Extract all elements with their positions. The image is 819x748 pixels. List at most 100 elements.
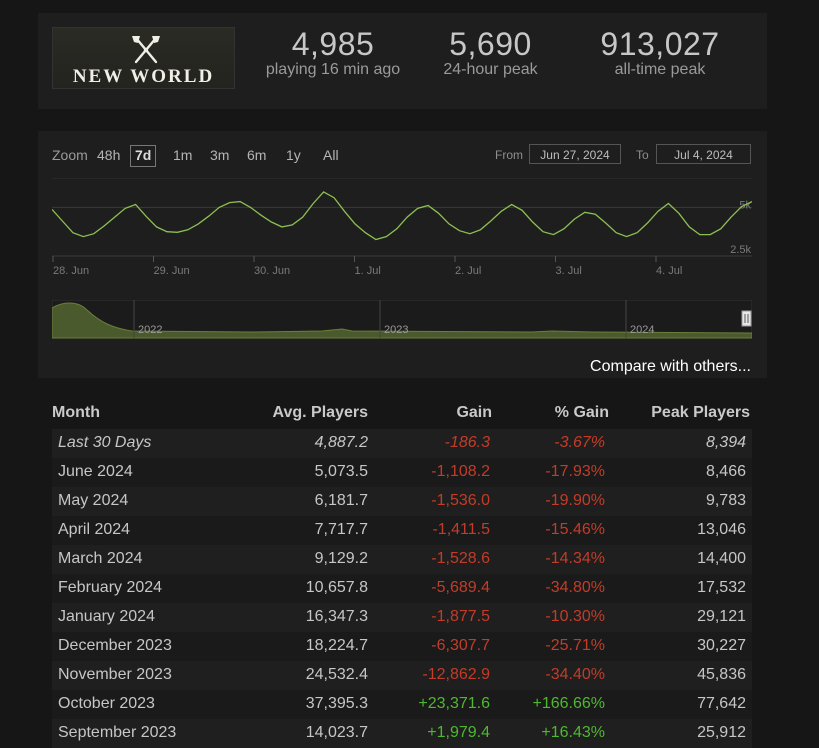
x-tick-label: 3. Jul: [556, 265, 582, 277]
peak-players-cell: 45,836: [697, 666, 746, 683]
header-pct-gain[interactable]: % Gain: [554, 404, 609, 421]
pct-gain-cell: -10.30%: [545, 608, 605, 625]
table-row: April 2024 7,717.7 -1,411.5 -15.46% 13,046: [52, 516, 752, 545]
alltime-peak-label: all-time peak: [614, 61, 706, 78]
month-cell: April 2024: [58, 521, 131, 538]
alltime-peak-stat: 913,027 all-time peak: [586, 27, 734, 79]
peak-players-cell: 17,532: [697, 579, 746, 596]
game-logo[interactable]: NEW WORLD: [52, 27, 235, 89]
navigator-area: [52, 302, 752, 339]
to-label: To: [636, 148, 649, 162]
pct-gain-cell: -15.46%: [545, 521, 605, 538]
header-gain[interactable]: Gain: [456, 404, 492, 421]
current-players-value: 4,985: [291, 26, 375, 62]
navigator-handle[interactable]: [741, 310, 752, 327]
x-tick-label: 30. Jun: [254, 265, 290, 277]
gain-cell: -1,108.2: [431, 463, 490, 480]
peak-players-cell: 30,227: [697, 637, 746, 654]
avg-players-cell: 4,887.2: [314, 434, 368, 451]
peak-players-cell: 8,394: [705, 434, 746, 451]
zoom-3m-button[interactable]: 3m: [210, 147, 230, 163]
table-row: September 2023 14,023.7 +1,979.4 +16.43% 25,…: [52, 719, 752, 748]
pct-gain-cell: -34.80%: [545, 579, 605, 596]
gain-cell: -1,536.0: [431, 492, 490, 509]
navigator-tick-label: 2022: [138, 324, 162, 336]
month-cell: May 2024: [58, 492, 129, 509]
gain-cell: -1,411.5: [432, 521, 490, 538]
avg-players-cell: 24,532.4: [305, 666, 368, 683]
avg-players-cell: 7,717.7: [314, 521, 368, 538]
table-row: Last 30 Days 4,887.2 -186.3 -3.67% 8,394: [52, 429, 752, 458]
gain-cell: -186.3: [444, 434, 490, 451]
peak-24h-value: 5,690: [449, 26, 532, 62]
peak-players-cell: 13,046: [697, 521, 746, 538]
from-label: From: [495, 148, 523, 162]
month-cell: June 2024: [58, 463, 133, 480]
gain-cell: -6,307.7: [431, 637, 490, 654]
gain-cell: -5,689.4: [431, 579, 490, 596]
table-row: January 2024 16,347.3 -1,877.5 -10.30% 29,12…: [52, 603, 752, 632]
pct-gain-cell: -17.93%: [545, 463, 605, 480]
player-series-line[interactable]: [52, 191, 752, 241]
logo-wordmark: NEW WORLD: [72, 66, 215, 87]
y-tick-label: 5k: [739, 199, 751, 211]
avg-players-cell: 6,181.7: [314, 492, 368, 509]
avg-players-cell: 5,073.5: [314, 463, 368, 480]
peak-24h-label: 24-hour peak: [443, 61, 538, 78]
from-date-input[interactable]: Jun 27, 2024: [529, 144, 621, 164]
table-row: November 2023 24,532.4 -12,862.9 -34.40% 45,…: [52, 661, 752, 690]
y-tick-label: 2.5k: [730, 244, 751, 256]
current-players-label: playing 16 min ago: [265, 61, 401, 78]
header-month[interactable]: Month: [52, 404, 100, 421]
month-cell: October 2023: [58, 695, 155, 712]
table-body: Last 30 Days 4,887.2 -186.3 -3.67% 8,394 June…: [52, 429, 752, 748]
zoom-label: Zoom: [52, 147, 88, 163]
table-row: October 2023 37,395.3 +23,371.6 +166.66% 77,…: [52, 690, 752, 719]
zoom-all-button[interactable]: All: [323, 147, 339, 163]
header-peak-players[interactable]: Peak Players: [651, 404, 750, 421]
zoom-48h-button[interactable]: 48h: [97, 147, 121, 163]
zoom-7d-button[interactable]: 7d: [130, 145, 157, 167]
avg-players-cell: 10,657.8: [305, 579, 368, 596]
chart-navigator[interactable]: 2022 2023 2024: [52, 300, 752, 340]
peak-players-cell: 77,642: [697, 695, 746, 712]
pct-gain-cell: -19.90%: [545, 492, 605, 509]
gain-cell: -12,862.9: [422, 666, 490, 683]
gain-cell: -1,877.5: [431, 608, 490, 625]
current-players-stat: 4,985 playing 16 min ago: [248, 27, 418, 79]
table-row: March 2024 9,129.2 -1,528.6 -14.34% 14,400: [52, 545, 752, 574]
table-row: June 2024 5,073.5 -1,108.2 -17.93% 8,466: [52, 458, 752, 487]
compare-with-others-link[interactable]: Compare with others...: [590, 358, 751, 375]
month-cell: November 2023: [58, 666, 172, 683]
x-tick-label: 28. Jun: [53, 265, 89, 277]
pct-gain-cell: -25.71%: [545, 637, 605, 654]
gain-cell: -1,528.6: [431, 550, 490, 567]
crossed-axes-icon: [132, 36, 160, 64]
zoom-6m-button[interactable]: 6m: [247, 147, 267, 163]
avg-players-cell: 37,395.3: [305, 695, 368, 712]
x-tick-label: 4. Jul: [656, 265, 682, 277]
month-cell: January 2024: [58, 608, 155, 625]
avg-players-cell: 18,224.7: [305, 637, 368, 654]
x-tick-label: 29. Jun: [154, 265, 190, 277]
monthly-stats-table: Month Avg. Players Gain % Gain Peak Play…: [52, 397, 752, 748]
gain-cell: +23,371.6: [418, 695, 490, 712]
zoom-1y-button[interactable]: 1y: [286, 147, 301, 163]
zoom-1m-button[interactable]: 1m: [173, 147, 193, 163]
pct-gain-cell: +166.66%: [532, 695, 605, 712]
month-cell: December 2023: [58, 637, 172, 654]
stats-panel: NEW WORLD 4,985 playing 16 min ago 5,690…: [38, 13, 767, 109]
pct-gain-cell: -3.67%: [554, 434, 605, 451]
pct-gain-cell: -14.34%: [545, 550, 605, 567]
avg-players-cell: 16,347.3: [305, 608, 368, 625]
month-cell: February 2024: [58, 579, 163, 596]
x-tick-label: 2. Jul: [455, 265, 481, 277]
to-date-input[interactable]: Jul 4, 2024: [656, 144, 751, 164]
peak-24h-stat: 5,690 24-hour peak: [428, 27, 553, 79]
header-avg-players[interactable]: Avg. Players: [272, 404, 368, 421]
table-row: February 2024 10,657.8 -5,689.4 -34.80% 17,5…: [52, 574, 752, 603]
month-cell: March 2024: [58, 550, 143, 567]
player-count-chart[interactable]: 5k 2.5k 28. Jun 29. Jun 30. Jun 1. Jul 2. Jul 3…: [52, 178, 752, 278]
navigator-tick-label: 2024: [630, 324, 654, 336]
peak-players-cell: 8,466: [705, 463, 746, 480]
